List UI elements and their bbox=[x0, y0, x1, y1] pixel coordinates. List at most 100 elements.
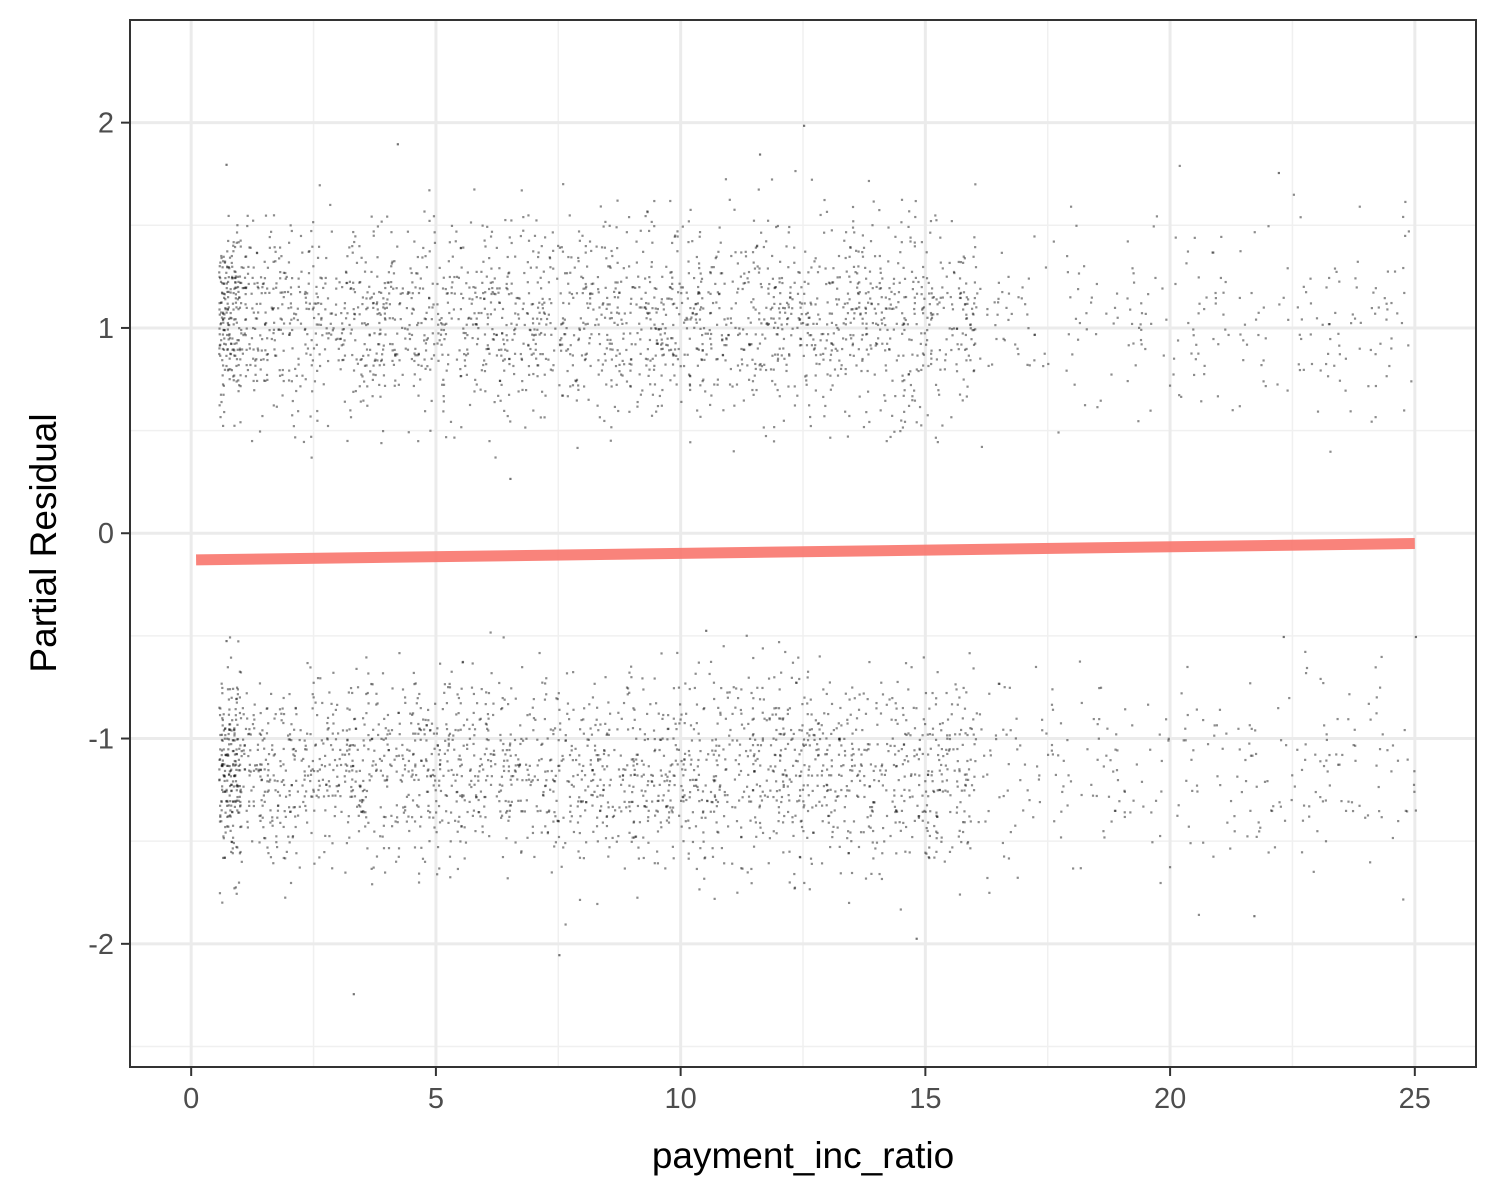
residual-point bbox=[653, 225, 656, 228]
residual-point bbox=[847, 851, 850, 855]
residual-point bbox=[614, 281, 617, 284]
residual-point bbox=[431, 773, 434, 777]
residual-point bbox=[836, 349, 839, 352]
residual-point bbox=[238, 384, 241, 387]
residual-point bbox=[883, 840, 886, 843]
residual-point bbox=[225, 800, 228, 803]
residual-point bbox=[1326, 770, 1329, 773]
residual-point bbox=[884, 769, 887, 772]
residual-point bbox=[655, 342, 658, 345]
residual-point bbox=[951, 303, 954, 306]
residual-point bbox=[609, 439, 612, 442]
residual-point bbox=[326, 789, 329, 792]
residual-point bbox=[235, 364, 238, 368]
residual-point bbox=[798, 318, 801, 322]
residual-point bbox=[360, 256, 363, 259]
residual-point bbox=[808, 316, 811, 319]
residual-point bbox=[782, 419, 785, 422]
residual-point bbox=[731, 385, 734, 388]
residual-point bbox=[559, 344, 562, 347]
residual-point bbox=[568, 718, 571, 721]
residual-point bbox=[853, 764, 856, 767]
residual-point bbox=[901, 426, 905, 429]
residual-point bbox=[282, 721, 285, 725]
residual-point bbox=[1273, 846, 1277, 849]
residual-point bbox=[273, 339, 276, 342]
residual-point bbox=[733, 208, 736, 211]
residual-point bbox=[257, 287, 260, 290]
residual-point bbox=[1249, 754, 1253, 757]
residual-point bbox=[418, 794, 421, 797]
residual-point bbox=[348, 770, 351, 773]
residual-point bbox=[846, 302, 849, 305]
residual-point bbox=[413, 778, 416, 782]
residual-point bbox=[814, 389, 817, 392]
residual-point bbox=[548, 256, 551, 259]
residual-point bbox=[336, 764, 339, 767]
residual-point bbox=[673, 783, 676, 787]
residual-point bbox=[618, 363, 621, 366]
residual-point bbox=[253, 764, 257, 767]
residual-point bbox=[897, 291, 901, 294]
residual-point bbox=[468, 727, 471, 731]
residual-point bbox=[349, 744, 352, 747]
residual-point bbox=[348, 836, 351, 839]
residual-point bbox=[405, 795, 409, 798]
residual-point bbox=[844, 231, 848, 234]
residual-point bbox=[852, 354, 855, 357]
residual-point bbox=[965, 282, 968, 285]
residual-point bbox=[487, 717, 490, 720]
residual-point bbox=[935, 850, 938, 853]
residual-point bbox=[1019, 779, 1022, 782]
residual-point bbox=[805, 313, 808, 316]
residual-point bbox=[279, 764, 282, 768]
residual-point bbox=[988, 692, 991, 695]
residual-point bbox=[306, 661, 309, 665]
residual-point bbox=[241, 707, 244, 710]
residual-point bbox=[517, 296, 520, 300]
residual-point bbox=[336, 337, 339, 340]
residual-point bbox=[813, 347, 816, 350]
residual-point bbox=[250, 337, 254, 340]
residual-point bbox=[490, 230, 494, 233]
residual-point bbox=[510, 775, 513, 778]
residual-point bbox=[941, 780, 944, 783]
residual-point bbox=[337, 732, 340, 735]
residual-point bbox=[447, 821, 450, 824]
residual-point bbox=[370, 867, 373, 870]
residual-point bbox=[224, 308, 227, 311]
residual-point bbox=[475, 295, 478, 299]
residual-point bbox=[605, 307, 608, 310]
residual-point bbox=[812, 733, 815, 737]
residual-point bbox=[220, 820, 223, 823]
residual-point bbox=[590, 779, 593, 783]
residual-point bbox=[380, 359, 383, 363]
residual-point bbox=[769, 765, 772, 768]
residual-point bbox=[1298, 368, 1302, 372]
residual-point bbox=[398, 652, 401, 655]
residual-point bbox=[483, 753, 487, 756]
residual-point bbox=[850, 308, 853, 311]
residual-point bbox=[236, 693, 239, 696]
residual-point bbox=[591, 804, 594, 807]
residual-point bbox=[1321, 800, 1325, 803]
residual-point bbox=[493, 753, 496, 756]
residual-point bbox=[234, 301, 238, 304]
residual-point bbox=[408, 337, 412, 341]
residual-point bbox=[252, 804, 255, 808]
residual-point bbox=[987, 364, 990, 368]
residual-point bbox=[788, 850, 791, 853]
residual-point bbox=[677, 291, 680, 294]
residual-point bbox=[645, 805, 648, 809]
residual-point bbox=[1308, 805, 1311, 808]
residual-point bbox=[644, 307, 648, 310]
residual-point bbox=[788, 354, 791, 357]
residual-point bbox=[265, 373, 269, 377]
residual-point bbox=[664, 867, 667, 870]
residual-point bbox=[519, 742, 522, 746]
residual-point bbox=[661, 799, 664, 802]
residual-point bbox=[263, 322, 267, 325]
residual-point bbox=[723, 344, 726, 347]
residual-point bbox=[295, 374, 298, 377]
residual-point bbox=[846, 312, 850, 315]
